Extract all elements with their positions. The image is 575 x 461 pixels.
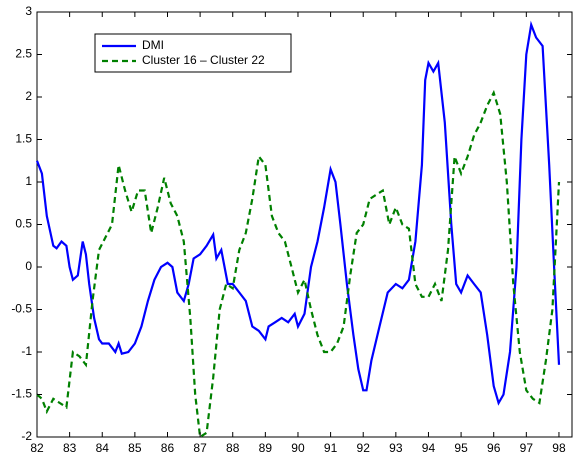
legend-box <box>94 33 292 73</box>
y-tick-label: 3 <box>25 4 32 18</box>
x-tick-label: 97 <box>520 441 534 455</box>
series-line <box>35 20 561 406</box>
y-tick-label: -1.5 <box>11 387 32 401</box>
y-tick-label: 1 <box>25 174 32 188</box>
y-tick-label: 2.5 <box>15 47 32 61</box>
x-tick-label: 88 <box>226 441 240 455</box>
x-tick-label: 83 <box>63 441 77 455</box>
y-tick-label: -2 <box>21 429 32 443</box>
legend-label: DMI <box>142 38 164 52</box>
x-tick-label: 82 <box>30 441 44 455</box>
x-tick-label: 95 <box>454 441 468 455</box>
x-tick-label: 93 <box>389 441 403 455</box>
y-tick-label: 0 <box>25 259 32 273</box>
x-tick-label: 85 <box>128 441 142 455</box>
y-tick-label: 0.5 <box>15 217 32 231</box>
x-tick-label: 86 <box>161 441 175 455</box>
x-tick-label: 98 <box>552 441 566 455</box>
x-tick-label: 87 <box>193 441 207 455</box>
plot-area <box>35 20 561 439</box>
y-tick-label: 2 <box>25 89 32 103</box>
y-tick-label: -0.5 <box>11 302 32 316</box>
x-tick-label: 94 <box>422 441 436 455</box>
y-tick-label: -1 <box>21 344 32 358</box>
x-tick-label: 91 <box>324 441 338 455</box>
x-tick-label: 92 <box>357 441 371 455</box>
y-tick-label: 1.5 <box>15 132 32 146</box>
x-tick-label: 84 <box>96 441 110 455</box>
x-tick-label: 90 <box>291 441 305 455</box>
legend-label: Cluster 16 – Cluster 22 <box>142 53 265 67</box>
x-tick-label: 89 <box>259 441 273 455</box>
x-tick-label: 96 <box>487 441 501 455</box>
series-line <box>36 89 561 439</box>
